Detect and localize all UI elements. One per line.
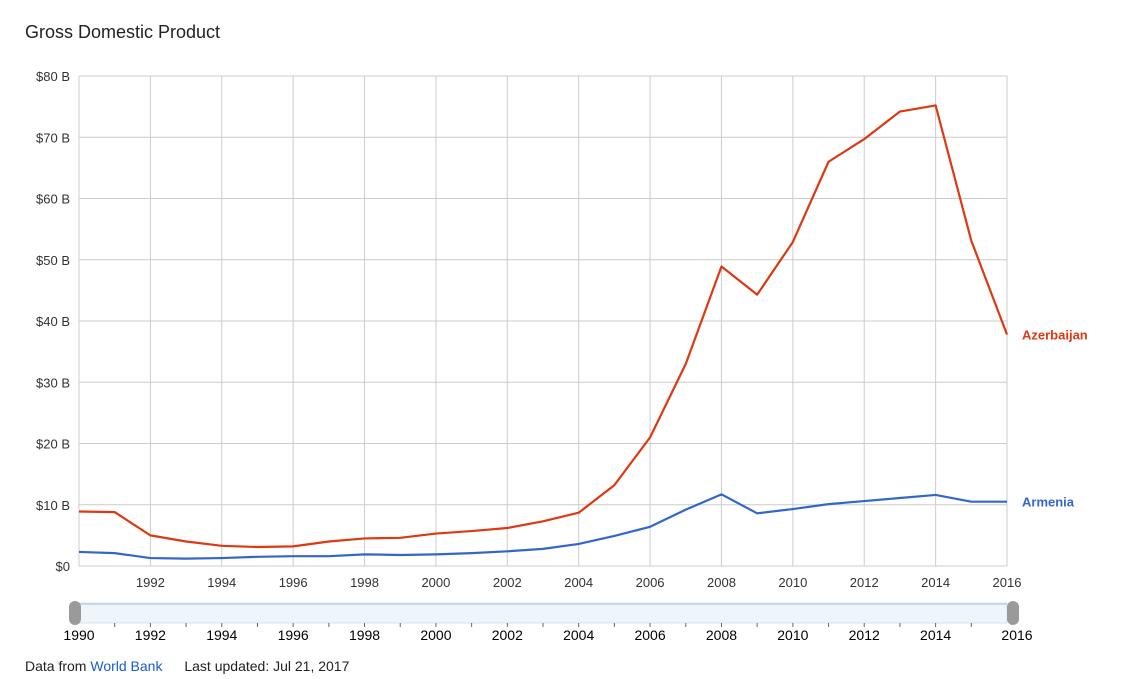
range-tick-label: 1998 — [349, 627, 380, 643]
x-tick-label: 2000 — [421, 575, 450, 590]
range-selector[interactable]: 1992 1994 1996 1998 2000 2002 2004 2006 2008 2010… — [63, 601, 1033, 643]
x-tick-label: 2014 — [921, 575, 950, 590]
grid — [78, 75, 1008, 567]
series-line-armenia — [78, 493, 1007, 560]
y-tick-label: $70 B — [36, 130, 70, 145]
footer: Data from World Bank Last updated: Jul 2… — [25, 658, 349, 674]
x-tick-label: 2008 — [707, 575, 736, 590]
y-tick-label: $10 B — [36, 498, 70, 513]
series-label-azerbaijan: Azerbaijan — [1022, 327, 1088, 342]
y-tick-label: $60 B — [36, 192, 70, 207]
x-axis-ticks: 1992 1994 1996 1998 2000 2002 2004 2006 2008 2010… — [136, 575, 1022, 590]
range-tick-label: 1992 — [135, 627, 166, 643]
world-bank-link[interactable]: World Bank — [90, 658, 163, 674]
range-tick-label: 2010 — [777, 627, 808, 643]
y-tick-label: $20 B — [36, 437, 70, 452]
series-line-azerbaijan — [78, 104, 1009, 549]
x-tick-label: 2016 — [993, 575, 1022, 590]
y-tick-label: $0 — [56, 559, 70, 574]
x-tick-label: 1992 — [136, 575, 165, 590]
range-start-handle[interactable] — [69, 601, 81, 625]
range-tick-label: 2012 — [849, 627, 880, 643]
series-lines — [78, 104, 1009, 560]
source-prefix: Data from — [25, 658, 87, 674]
range-tick-label: 2002 — [492, 627, 523, 643]
range-tick-label: 2008 — [706, 627, 737, 643]
range-tick-label: 1994 — [206, 627, 237, 643]
range-tick-label: 2014 — [920, 627, 951, 643]
x-tick-label: 1996 — [279, 575, 308, 590]
range-end-label: 2016 — [1001, 627, 1032, 643]
range-tick-label: 2000 — [420, 627, 451, 643]
range-start-label: 1990 — [63, 627, 94, 643]
range-tick-label: 2006 — [634, 627, 665, 643]
y-tick-label: $30 B — [36, 375, 70, 390]
range-tick-label: 1996 — [278, 627, 309, 643]
range-tick-label: 2004 — [563, 627, 594, 643]
last-updated: Last updated: Jul 21, 2017 — [184, 658, 350, 674]
series-labels: Azerbaijan Armenia — [1022, 327, 1088, 509]
y-tick-label: $80 B — [36, 69, 70, 84]
y-tick-label: $40 B — [36, 314, 70, 329]
x-tick-label: 2002 — [493, 575, 522, 590]
x-tick-label: 1994 — [207, 575, 236, 590]
series-label-armenia: Armenia — [1022, 495, 1075, 510]
chart-title: Gross Domestic Product — [25, 22, 221, 42]
y-axis-ticks: $0 $10 B $20 B $30 B $40 B $50 B $60 B $70 B $80… — [36, 69, 70, 574]
range-track — [78, 602, 1008, 624]
x-tick-label: 2004 — [564, 575, 593, 590]
x-tick-label: 1998 — [350, 575, 379, 590]
x-tick-label: 2006 — [636, 575, 665, 590]
x-tick-label: 2010 — [778, 575, 807, 590]
x-tick-label: 2012 — [850, 575, 879, 590]
y-tick-label: $50 B — [36, 253, 70, 268]
range-end-handle[interactable] — [1007, 601, 1019, 625]
